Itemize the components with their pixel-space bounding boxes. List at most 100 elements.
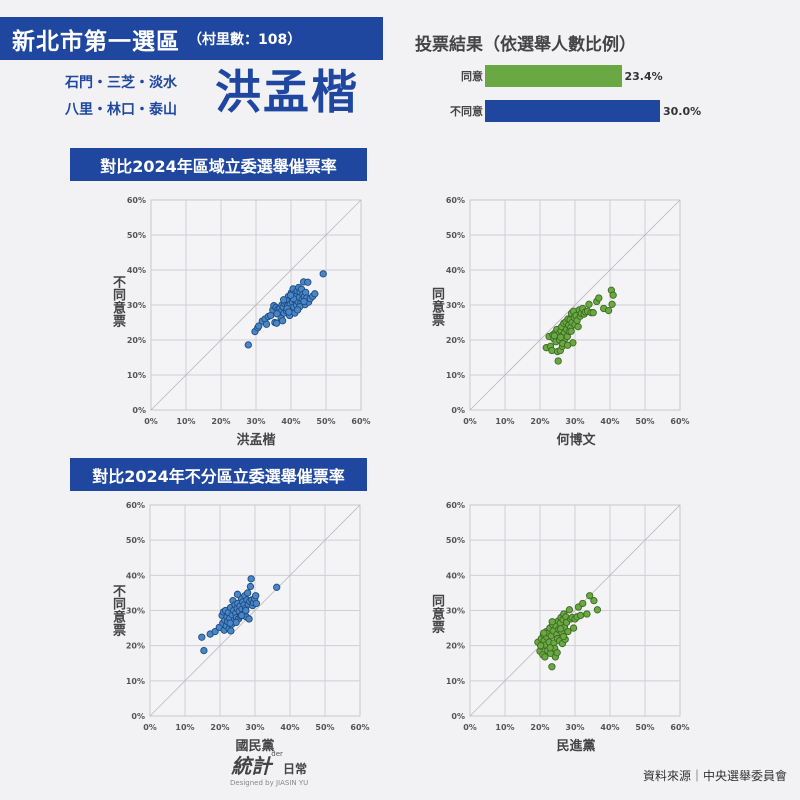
x-axis-label: 國民黨	[235, 739, 275, 754]
svg-text:10%: 10%	[446, 371, 465, 380]
data-point	[586, 592, 594, 600]
data-point	[304, 278, 312, 286]
svg-text:60%: 60%	[351, 417, 370, 426]
data-point	[541, 653, 549, 661]
y-axis-label: 同意票	[429, 287, 444, 326]
svg-text:20%: 20%	[530, 417, 549, 426]
svg-text:20%: 20%	[126, 642, 145, 651]
svg-text:30%: 30%	[446, 301, 465, 310]
x-axis-label: 民進黨	[556, 739, 596, 754]
data-source: 資料來源｜中央選舉委員會	[642, 769, 787, 783]
data-point	[550, 332, 558, 340]
data-point	[278, 317, 287, 325]
scatter-plot: 0% 0% 10% 10% 20% 20% 30% 30% 40% 40% 50% 50% 60% 60%	[446, 501, 690, 732]
data-point	[567, 327, 575, 335]
svg-text:10%: 10%	[176, 417, 195, 426]
data-point	[243, 589, 252, 597]
data-point	[559, 632, 568, 641]
scatter-plot: 0% 0% 10% 10% 20% 20% 30% 30% 40% 40% 50% 50% 60% 60%	[446, 196, 690, 426]
data-point	[540, 629, 548, 637]
svg-text:0%: 0%	[463, 723, 477, 732]
svg-text:0%: 0%	[463, 417, 477, 426]
data-point	[319, 270, 327, 278]
areas-line-1: 石門・三芝・淡水	[65, 75, 177, 91]
svg-text:60%: 60%	[350, 723, 369, 732]
svg-text:40%: 40%	[126, 571, 145, 580]
data-point	[285, 308, 293, 316]
data-point	[583, 610, 591, 618]
data-point	[557, 625, 565, 633]
disagree-bar	[485, 100, 660, 122]
designer-credit: Designed by JIASIN YU	[230, 779, 309, 787]
svg-text:40%: 40%	[446, 266, 465, 275]
svg-text:40%: 40%	[127, 266, 146, 275]
svg-text:50%: 50%	[126, 536, 145, 545]
data-point	[609, 291, 617, 299]
svg-text:60%: 60%	[670, 417, 689, 426]
svg-text:60%: 60%	[446, 501, 465, 510]
data-point	[593, 606, 602, 614]
data-point	[238, 611, 246, 620]
svg-text:20%: 20%	[210, 723, 229, 732]
svg-text:40%: 40%	[280, 723, 299, 732]
svg-text:40%: 40%	[281, 417, 300, 426]
data-point	[200, 646, 208, 655]
svg-text:10%: 10%	[495, 417, 514, 426]
brand-logo: 統計der日常 Designed by JIASIN YU	[230, 750, 309, 787]
data-point	[569, 624, 578, 632]
data-point	[232, 618, 240, 627]
vote-result-title: 投票結果（依選舉人數比例）	[415, 35, 636, 55]
data-point	[548, 663, 556, 671]
data-point	[564, 341, 572, 349]
svg-text:30%: 30%	[245, 723, 264, 732]
data-point	[574, 323, 582, 331]
village-count: （村里數：108）	[188, 31, 302, 48]
svg-text:0%: 0%	[451, 406, 465, 415]
svg-text:10%: 10%	[127, 371, 146, 380]
x-axis-label: 何博文	[556, 433, 596, 448]
svg-text:30%: 30%	[565, 723, 584, 732]
svg-text:10%: 10%	[495, 723, 514, 732]
svg-text:60%: 60%	[127, 196, 146, 205]
data-point	[227, 627, 235, 635]
svg-text:30%: 30%	[446, 607, 465, 616]
svg-text:50%: 50%	[315, 723, 334, 732]
data-point	[553, 649, 561, 657]
data-point	[546, 644, 554, 652]
svg-text:60%: 60%	[670, 723, 689, 732]
data-point	[537, 642, 545, 650]
svg-text:60%: 60%	[446, 196, 465, 205]
svg-text:0%: 0%	[131, 712, 145, 721]
bar-label: 同意	[461, 70, 483, 83]
svg-text:10%: 10%	[126, 677, 145, 686]
scatter-plot: 0% 0% 10% 10% 20% 20% 30% 30% 40% 40% 50% 50% 60% 60%	[126, 501, 370, 732]
svg-text:50%: 50%	[635, 723, 654, 732]
result-row-disagree: 不同意 30.0%	[415, 99, 701, 123]
svg-text:40%: 40%	[446, 571, 465, 580]
svg-text:30%: 30%	[127, 301, 146, 310]
svg-text:30%: 30%	[126, 607, 145, 616]
scatter-plot: 0% 0% 10% 10% 20% 20% 30% 30% 40% 40% 50% 50% 60% 60%	[127, 196, 371, 426]
header-title-bar: 新北市第一選區 （村里數：108）	[0, 17, 383, 60]
svg-text:30%: 30%	[565, 417, 584, 426]
data-point	[226, 619, 234, 627]
data-point	[198, 633, 206, 641]
svg-text:20%: 20%	[211, 417, 230, 426]
svg-text:50%: 50%	[446, 536, 465, 545]
data-point	[590, 597, 598, 605]
svg-text:20%: 20%	[446, 336, 465, 345]
section-title-party-list: 對比2024年不分區立委選舉催票率	[70, 458, 367, 491]
bar-label: 不同意	[450, 105, 483, 118]
svg-text:0%: 0%	[132, 406, 146, 415]
svg-text:0%: 0%	[451, 712, 465, 721]
data-point	[211, 627, 219, 636]
data-point	[564, 627, 572, 636]
x-axis-label: 洪孟楷	[236, 433, 276, 448]
data-point	[242, 606, 250, 615]
svg-text:60%: 60%	[126, 501, 145, 510]
svg-text:50%: 50%	[635, 417, 654, 426]
data-point	[262, 320, 271, 328]
data-point	[311, 290, 319, 298]
svg-text:30%: 30%	[246, 417, 265, 426]
section-title-district: 對比2024年區域立委選舉催票率	[70, 148, 367, 181]
